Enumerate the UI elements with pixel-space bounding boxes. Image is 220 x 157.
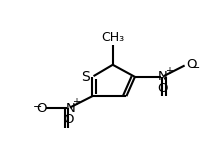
Text: S: S <box>81 70 90 84</box>
Text: N: N <box>65 102 75 115</box>
Text: +: + <box>72 97 80 107</box>
Text: O: O <box>36 102 46 115</box>
Text: −: − <box>33 102 42 112</box>
Text: O: O <box>157 82 167 95</box>
Text: CH₃: CH₃ <box>101 31 124 44</box>
Text: N: N <box>157 70 167 83</box>
Text: O: O <box>63 113 74 126</box>
Text: −: − <box>191 63 200 73</box>
Text: +: + <box>165 66 173 76</box>
Text: O: O <box>186 58 196 71</box>
